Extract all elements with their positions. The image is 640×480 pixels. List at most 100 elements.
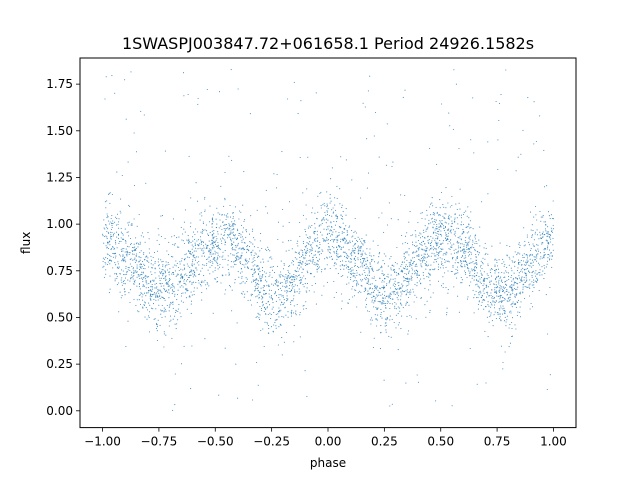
data-point bbox=[479, 278, 481, 280]
data-point bbox=[369, 283, 372, 285]
data-point bbox=[525, 268, 527, 270]
data-point bbox=[405, 278, 407, 280]
data-point bbox=[116, 236, 118, 238]
data-point bbox=[374, 298, 376, 300]
data-point bbox=[386, 295, 388, 297]
data-point bbox=[435, 249, 437, 251]
data-point bbox=[350, 261, 352, 263]
data-point bbox=[336, 236, 339, 238]
data-point bbox=[195, 267, 197, 269]
data-point bbox=[186, 290, 188, 292]
data-point bbox=[136, 253, 138, 255]
data-point bbox=[360, 197, 362, 199]
data-point bbox=[503, 310, 505, 312]
data-point bbox=[154, 272, 156, 274]
data-point bbox=[468, 270, 470, 272]
data-point bbox=[373, 276, 375, 278]
data-point bbox=[405, 251, 407, 253]
data-point bbox=[548, 233, 550, 235]
data-point bbox=[414, 230, 416, 232]
data-point bbox=[304, 278, 306, 280]
data-point bbox=[291, 248, 293, 250]
data-point bbox=[519, 244, 521, 246]
data-point bbox=[379, 252, 381, 254]
data-point bbox=[407, 281, 410, 283]
data-point bbox=[318, 225, 320, 227]
data-point bbox=[306, 237, 309, 239]
data-point bbox=[136, 225, 138, 227]
data-point bbox=[107, 242, 109, 244]
data-point bbox=[416, 282, 418, 284]
data-point bbox=[426, 300, 428, 302]
data-point bbox=[436, 223, 438, 226]
data-point bbox=[531, 234, 534, 236]
data-point bbox=[209, 273, 211, 275]
data-point bbox=[458, 214, 460, 216]
data-point bbox=[111, 231, 113, 234]
data-point bbox=[171, 337, 173, 339]
data-point bbox=[267, 260, 269, 262]
data-point bbox=[465, 251, 467, 253]
data-point bbox=[200, 239, 202, 241]
data-point bbox=[219, 256, 221, 258]
data-point bbox=[209, 261, 211, 263]
data-point bbox=[172, 256, 174, 258]
data-point bbox=[539, 237, 541, 239]
data-point bbox=[269, 312, 271, 314]
data-point bbox=[216, 238, 218, 240]
data-point bbox=[489, 272, 491, 274]
data-point bbox=[472, 228, 474, 230]
data-point bbox=[281, 337, 283, 339]
data-point bbox=[323, 202, 325, 204]
data-point bbox=[515, 328, 517, 330]
data-point bbox=[476, 272, 478, 274]
data-point bbox=[243, 171, 245, 173]
data-point bbox=[365, 234, 367, 236]
data-point bbox=[180, 274, 182, 277]
data-point bbox=[549, 218, 551, 220]
data-point bbox=[304, 262, 306, 264]
data-point bbox=[464, 270, 466, 272]
data-point bbox=[286, 297, 288, 300]
data-point bbox=[216, 207, 218, 209]
data-point bbox=[360, 253, 362, 255]
data-point bbox=[442, 254, 444, 256]
data-point bbox=[549, 258, 551, 260]
data-point bbox=[499, 289, 501, 291]
data-point bbox=[513, 284, 515, 286]
data-point bbox=[179, 312, 181, 314]
data-point bbox=[361, 264, 363, 266]
data-point bbox=[474, 236, 476, 238]
data-point bbox=[149, 294, 152, 296]
data-point bbox=[490, 314, 492, 316]
data-point bbox=[241, 293, 243, 295]
data-point bbox=[343, 239, 345, 241]
data-point bbox=[423, 278, 425, 280]
data-point bbox=[217, 245, 219, 247]
data-point bbox=[131, 249, 133, 252]
data-point bbox=[255, 284, 257, 286]
data-point bbox=[445, 254, 447, 256]
data-point bbox=[405, 264, 407, 266]
data-point bbox=[437, 257, 439, 259]
data-point bbox=[138, 243, 140, 245]
data-point bbox=[134, 271, 136, 273]
data-point bbox=[373, 277, 375, 280]
data-point bbox=[506, 266, 508, 269]
data-point bbox=[182, 292, 184, 294]
data-point bbox=[315, 263, 317, 265]
data-point bbox=[366, 138, 368, 140]
data-point bbox=[232, 249, 234, 251]
data-point bbox=[275, 327, 277, 329]
data-point bbox=[374, 286, 377, 288]
data-point bbox=[529, 258, 531, 260]
data-point bbox=[211, 218, 213, 220]
data-point bbox=[265, 206, 267, 208]
data-point bbox=[269, 250, 271, 252]
data-point bbox=[207, 245, 209, 247]
data-point bbox=[416, 275, 418, 277]
data-point bbox=[192, 252, 194, 254]
data-point bbox=[517, 311, 519, 313]
data-point bbox=[277, 289, 280, 291]
data-point bbox=[448, 240, 450, 242]
